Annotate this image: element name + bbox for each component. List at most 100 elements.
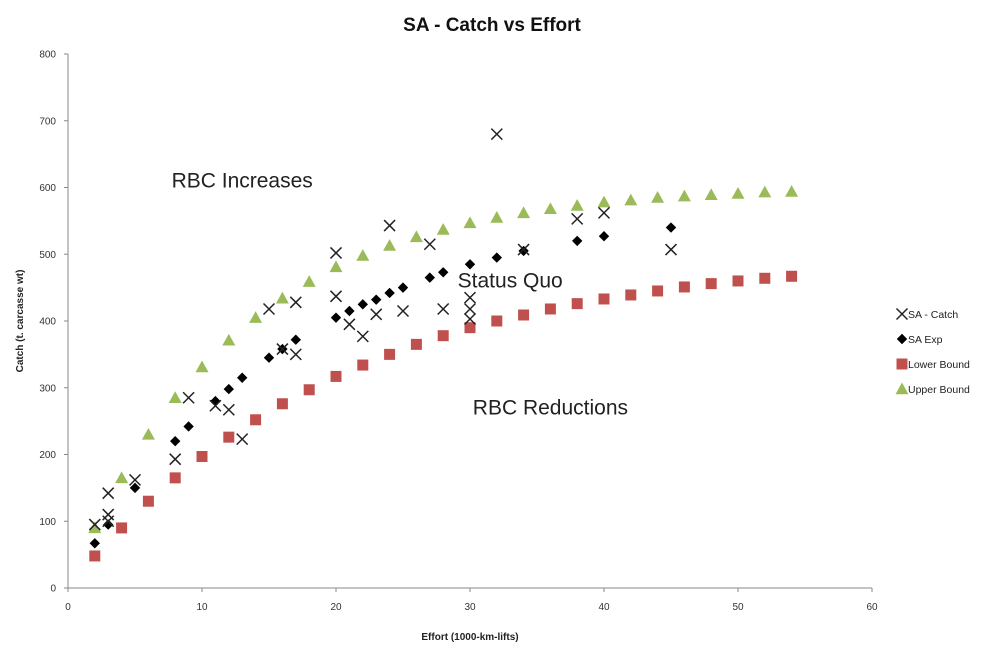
data-point-stroke	[88, 518, 101, 531]
data-point-stroke	[597, 206, 611, 219]
data-point	[665, 222, 677, 233]
data-point	[384, 287, 395, 299]
data-point-stroke	[209, 399, 222, 412]
data-point	[463, 312, 477, 326]
data-point	[597, 195, 611, 208]
data-point	[490, 211, 504, 223]
data-point	[597, 206, 611, 219]
series-sa-exp	[89, 222, 677, 549]
data-point-stroke	[343, 318, 356, 331]
data-point-stroke	[463, 291, 477, 304]
data-point	[677, 189, 691, 202]
data-point	[183, 421, 194, 432]
data-point	[88, 521, 102, 534]
data-point	[490, 128, 503, 141]
data-point	[168, 391, 182, 403]
data-point	[705, 278, 717, 290]
x-tick-label: 10	[196, 602, 208, 613]
data-point-stroke	[664, 243, 678, 256]
data-point	[731, 187, 745, 199]
x-tick-label: 60	[866, 602, 878, 613]
data-point	[289, 296, 302, 309]
data-point-stroke	[276, 343, 289, 356]
data-point	[571, 212, 584, 225]
data-point	[169, 453, 182, 466]
y-tick-label: 600	[39, 183, 56, 194]
data-point	[544, 303, 556, 315]
data-point	[598, 231, 610, 242]
legend-item: Lower Bound	[896, 358, 970, 371]
data-point	[236, 433, 249, 446]
data-point	[250, 414, 262, 426]
series-layer	[88, 128, 799, 562]
x-axis-label: Effort (1000-km-lifts)	[421, 632, 518, 643]
data-point	[464, 259, 476, 270]
data-point-stroke	[490, 128, 503, 141]
data-point	[263, 352, 275, 363]
data-point	[89, 550, 101, 562]
data-point	[356, 330, 369, 343]
data-point	[290, 334, 301, 345]
data-point-stroke	[437, 302, 450, 316]
x-ticks: 0 10 20 30 40 50 60	[65, 588, 878, 613]
data-point	[625, 289, 637, 301]
y-tick-label: 0	[50, 584, 56, 595]
data-point	[383, 239, 397, 251]
data-point	[302, 275, 316, 287]
data-point	[102, 515, 115, 528]
axes	[67, 54, 872, 589]
data-point	[330, 312, 342, 323]
data-point	[209, 399, 222, 412]
y-tick-label: 800	[39, 50, 56, 61]
data-point	[222, 403, 235, 416]
data-point	[758, 185, 772, 198]
y-tick-label: 200	[39, 450, 56, 461]
legend-marker	[895, 307, 909, 321]
data-point	[517, 206, 531, 219]
y-tick-label: 700	[39, 116, 56, 127]
legend-label: Lower Bound	[908, 359, 970, 371]
data-point	[624, 193, 638, 206]
y-tick-label: 400	[39, 317, 56, 328]
data-point	[678, 281, 690, 293]
y-axis-label: Catch (t. carcasse wt)	[15, 270, 26, 373]
data-point	[115, 471, 129, 484]
data-point	[517, 243, 530, 256]
data-point	[344, 305, 355, 317]
data-point	[102, 487, 115, 500]
data-point-stroke	[423, 238, 436, 251]
data-point-stroke	[396, 304, 410, 318]
annotation-label: RBC Reductions	[473, 396, 628, 419]
data-point	[423, 238, 436, 251]
data-point	[142, 495, 154, 507]
data-point	[518, 245, 529, 257]
data-point	[786, 270, 798, 282]
data-point	[491, 315, 503, 327]
data-point	[329, 246, 343, 259]
data-point-stroke	[463, 312, 477, 326]
legend-item: Upper Bound	[895, 382, 970, 396]
data-point-stroke	[222, 403, 235, 416]
legend: SA - Catch SA Exp Lower Bound Upper Bound	[895, 307, 970, 396]
x-tick-label: 40	[598, 602, 610, 613]
data-point-stroke	[289, 348, 302, 361]
data-point	[89, 538, 100, 549]
series-sa-catch	[88, 128, 678, 531]
legend-item: SA Exp	[896, 333, 943, 346]
data-point	[170, 435, 181, 447]
data-point-stroke	[517, 243, 530, 256]
data-point-stroke	[169, 453, 182, 466]
data-point	[759, 272, 771, 284]
data-point	[652, 285, 664, 297]
legend-marker-stroke	[895, 307, 909, 321]
data-point	[289, 348, 302, 361]
data-point	[598, 293, 610, 305]
data-point	[397, 282, 409, 293]
data-point-stroke	[383, 219, 396, 232]
data-point	[396, 304, 410, 318]
data-point	[438, 267, 449, 278]
data-point	[732, 275, 744, 287]
legend-marker	[896, 358, 908, 370]
y-ticks: 0 100 200 300 400 500 600 700 800	[39, 50, 68, 595]
